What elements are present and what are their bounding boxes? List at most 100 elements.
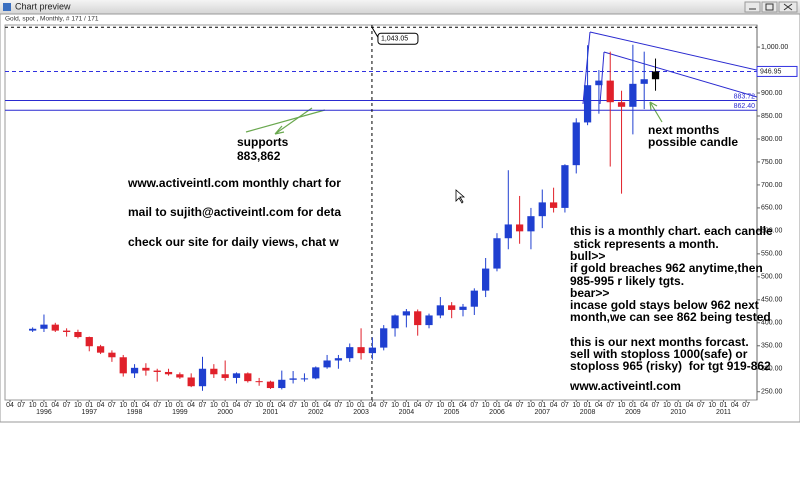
year-label: 2003 [353, 409, 369, 416]
annotation: www.activeintl.com [569, 379, 681, 393]
annotation: this is our next months forcast. [570, 335, 749, 349]
candle-body [504, 224, 512, 239]
x-tick-label: 01 [40, 402, 48, 409]
arrow [245, 109, 326, 133]
x-tick-label: 04 [51, 402, 59, 409]
x-tick-label: 10 [572, 402, 580, 409]
x-tick-label: 07 [470, 402, 478, 409]
x-tick-label: 10 [29, 402, 37, 409]
x-tick-label: 10 [708, 402, 716, 409]
year-label: 2002 [308, 409, 324, 416]
year-label: 2009 [625, 409, 641, 416]
x-tick-label: 10 [301, 402, 309, 409]
candle-body [221, 374, 229, 378]
candle-body [232, 373, 241, 378]
year-label: 2011 [716, 409, 731, 416]
annotation: check our site for daily views, chat w [128, 235, 339, 249]
annotation: month,we can see 862 being tested [570, 310, 771, 324]
annotation: this is a monthly chart. each candle [570, 224, 773, 238]
x-tick-label: 07 [108, 402, 116, 409]
candle-body [108, 352, 116, 358]
x-tick-label: 04 [414, 402, 422, 409]
x-tick-label: 10 [346, 402, 354, 409]
candle-body [549, 202, 558, 208]
x-tick-label: 01 [629, 402, 637, 409]
candle-body [62, 330, 71, 332]
crosshair-label: 1,043.05 [381, 36, 408, 43]
candle-body [164, 371, 173, 375]
candle-body [515, 224, 524, 232]
candle-body [278, 379, 286, 389]
candle-body [130, 367, 139, 374]
candle-body [119, 357, 127, 374]
support-label: 883.72 [734, 93, 756, 100]
x-tick-label: 07 [561, 402, 569, 409]
trendline [603, 51, 757, 98]
year-label: 2000 [217, 409, 233, 416]
x-tick-label: 04 [731, 402, 739, 409]
maximize-icon [765, 3, 774, 11]
maximize-button[interactable] [761, 1, 778, 13]
candle-body [266, 381, 275, 389]
annotation: 883,862 [237, 149, 281, 163]
minimize-button[interactable] [744, 1, 761, 13]
chart-subtitle: Gold, spot , Monthly, # 171 / 171 [5, 16, 99, 23]
candle-body [289, 378, 297, 380]
x-tick-label: 04 [459, 402, 467, 409]
year-label: 2001 [263, 409, 279, 416]
y-tick-label: 750.00 [761, 159, 783, 166]
x-tick-label: 01 [176, 402, 184, 409]
x-tick-label: 04 [595, 402, 603, 409]
window-buttons[interactable] [744, 1, 798, 13]
candle-body [538, 202, 546, 217]
last-price-box [756, 65, 798, 77]
candle-body [244, 373, 252, 382]
candle-body [380, 328, 388, 348]
y-tick-label: 250.00 [761, 389, 783, 396]
x-tick-label: 07 [335, 402, 343, 409]
candle-body [436, 305, 444, 316]
mouse-cursor [455, 189, 466, 204]
candle-body [606, 80, 614, 103]
annotation: stick represents a month. [570, 237, 719, 251]
x-tick-label: 04 [504, 402, 512, 409]
year-label: 1999 [172, 409, 188, 416]
y-tick-label: 450.00 [761, 297, 783, 304]
candle-body [300, 378, 309, 380]
x-tick-label: 10 [391, 402, 399, 409]
x-tick-label: 04 [323, 402, 331, 409]
crosshair-pointer [371, 27, 379, 38]
x-tick-label: 07 [244, 402, 252, 409]
y-tick-label: 800.00 [761, 136, 783, 143]
x-tick-label: 07 [17, 402, 25, 409]
x-tick-label: 01 [720, 402, 728, 409]
annotation: 985-995 r likely tgts. [570, 274, 684, 288]
x-tick-label: 04 [550, 402, 558, 409]
candle-body [459, 306, 467, 310]
candle-body [629, 83, 637, 107]
trendline [589, 31, 757, 71]
x-tick-label: 10 [663, 402, 671, 409]
candle-body [40, 324, 48, 329]
candle-body [51, 324, 59, 331]
candle-body [346, 347, 354, 359]
candle-body [210, 368, 218, 375]
candle-body [391, 315, 399, 329]
candle-body [142, 367, 150, 371]
y-tick-label: 550.00 [761, 251, 783, 258]
x-tick-label: 10 [436, 402, 444, 409]
candle-body [29, 328, 37, 331]
candle-body [448, 305, 456, 310]
x-tick-label: 01 [221, 402, 229, 409]
y-tick-label: 500.00 [761, 274, 783, 281]
candle-body [368, 347, 377, 354]
window-title: Chart preview [15, 1, 71, 11]
x-tick-label: 07 [153, 402, 161, 409]
x-tick-label: 07 [199, 402, 207, 409]
year-label: 2004 [399, 409, 415, 416]
x-tick-label: 10 [255, 402, 263, 409]
candle-body [334, 358, 343, 361]
year-label: 2007 [534, 409, 550, 416]
crosshair-box [377, 32, 419, 45]
candle-body [74, 331, 82, 338]
